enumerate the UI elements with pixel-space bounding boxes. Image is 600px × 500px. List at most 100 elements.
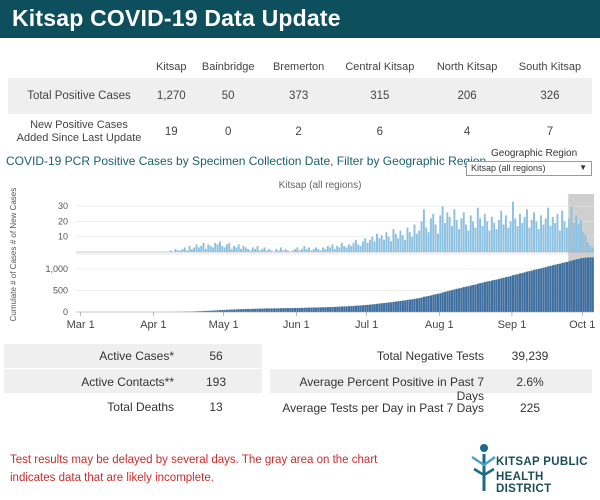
new-cases-bar: [502, 224, 505, 252]
cumulative-bar: [495, 279, 498, 312]
new-cases-bar: [523, 216, 526, 252]
cumulative-bar: [223, 309, 226, 312]
new-cases-bar: [216, 244, 219, 252]
cumulative-bar: [249, 308, 252, 312]
cumulative-bar: [523, 272, 526, 312]
cumulative-bar: [319, 307, 322, 312]
new-cases-bar: [298, 250, 301, 252]
cumulative-bar: [340, 306, 344, 312]
new-cases-bar: [301, 248, 303, 252]
new-cases-bar: [195, 244, 198, 252]
new-cases-bar: [551, 216, 554, 252]
column-header: Bainbridge: [201, 61, 255, 73]
cumulative-bar: [277, 308, 280, 312]
kitsap-health-logo-icon: [471, 444, 496, 491]
new-cases-bar: [554, 223, 557, 252]
cumulative-bar: [200, 311, 203, 312]
cumulative-bar: [415, 298, 419, 312]
cumulative-bar: [230, 309, 233, 312]
new-cases-bar: [586, 242, 589, 252]
cumulative-bar: [544, 267, 547, 312]
cumulative-bar: [472, 284, 475, 312]
new-cases-bar: [263, 247, 266, 252]
new-cases-bar: [446, 212, 449, 252]
new-cases-bar: [472, 221, 475, 252]
new-cases-bar: [343, 245, 346, 252]
new-cases-bar: [493, 223, 496, 252]
new-cases-bar: [179, 250, 182, 252]
cases-chart: Kitsap (all regions) 10 20 30 0 500 1,000 Ma…: [9, 180, 595, 331]
cumulative-bar: [483, 282, 486, 312]
new-cases-bar: [497, 219, 500, 252]
new-cases-bar: [317, 248, 320, 252]
cumulative-bar: [479, 283, 482, 312]
cumulative-bar: [197, 311, 201, 312]
cumulative-bar: [247, 308, 250, 312]
cumulative-bar: [458, 288, 461, 312]
table-cell: 4: [463, 126, 471, 138]
new-cases-bar: [570, 206, 573, 252]
new-cases-bar: [368, 239, 371, 252]
cumulative-bar: [291, 308, 294, 312]
table-cell: 0: [224, 126, 232, 138]
new-cases-bar: [408, 232, 411, 252]
cumulative-bar: [366, 304, 369, 312]
cumulative-bar: [296, 307, 299, 312]
cumulative-bar: [528, 271, 531, 312]
cumulative-bar: [420, 297, 423, 312]
cumulative-bar: [329, 307, 332, 312]
new-cases-bar: [366, 242, 369, 252]
cumulative-bar: [350, 306, 353, 312]
cumulative-bar: [572, 260, 576, 312]
cumulative-bar: [465, 286, 468, 312]
cumulative-bar: [591, 257, 594, 312]
column-header: Bremerton: [272, 61, 325, 73]
cumulative-bar: [265, 308, 268, 312]
cumulative-bar: [322, 307, 325, 312]
new-cases-bar: [394, 233, 397, 252]
region-filter-dropdown[interactable]: Kitsap (all regions) ▼: [466, 161, 592, 176]
chart-title: COVID-19 PCR Positive Cases by Specimen …: [6, 154, 487, 168]
new-cases-bar: [425, 227, 428, 252]
table-cell: 7: [546, 126, 554, 138]
cumulative-bar: [207, 310, 210, 312]
new-cases-bar: [284, 248, 287, 252]
new-cases-bar: [488, 230, 491, 252]
cumulative-bar: [338, 306, 341, 312]
cumulative-bar: [500, 278, 503, 312]
new-cases-bar: [415, 233, 418, 252]
new-cases-bar: [204, 248, 207, 252]
new-cases-bar: [387, 236, 390, 252]
new-cases-bar: [247, 248, 250, 252]
new-cases-bar: [474, 227, 477, 252]
new-cases-bar: [254, 248, 257, 252]
new-cases-bar: [352, 242, 355, 252]
region-filter-label: Geographic Region: [491, 148, 578, 159]
new-cases-bar: [361, 241, 364, 252]
y-tick-label: 30: [58, 201, 68, 211]
cumulative-bar: [537, 268, 540, 312]
cumulative-bar: [434, 294, 437, 312]
cumulative-bar: [202, 310, 205, 312]
cumulative-bar: [359, 305, 362, 312]
new-cases-bar: [577, 224, 580, 252]
cumulative-bar: [233, 309, 236, 312]
footnote-line: Test results may be delayed by several d…: [10, 454, 378, 466]
new-cases-bar: [448, 216, 451, 252]
new-cases-bar: [331, 244, 334, 252]
new-cases-bar: [354, 239, 357, 252]
cumulative-bar: [516, 274, 519, 312]
logo-text: KITSAP PUBLIC: [496, 456, 588, 468]
cumulative-bar: [530, 270, 533, 312]
new-cases-bar: [282, 250, 285, 252]
new-cases-bar: [312, 248, 315, 252]
cumulative-bar: [390, 302, 393, 312]
new-cases-bar: [340, 242, 343, 252]
new-cases-bar: [486, 221, 489, 252]
cumulative-bar: [244, 308, 247, 312]
cumulative-bar: [455, 288, 458, 312]
new-cases-bar: [455, 219, 458, 252]
cumulative-bar: [558, 263, 561, 312]
cumulative-bar: [286, 308, 290, 312]
new-cases-bar: [591, 247, 594, 252]
